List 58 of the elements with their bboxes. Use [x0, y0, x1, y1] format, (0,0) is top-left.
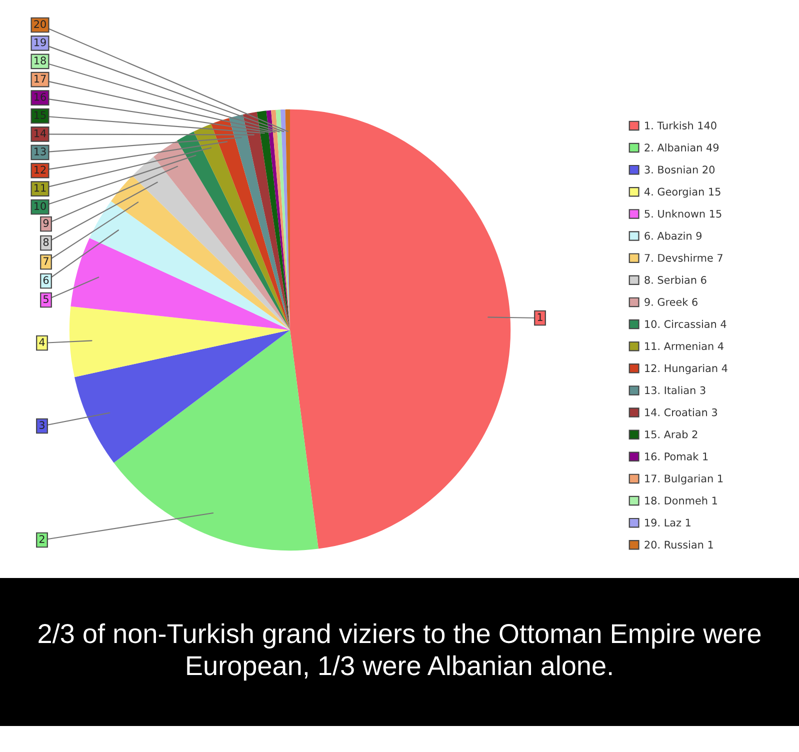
pie-slice	[110, 176, 290, 330]
pie-slice	[69, 306, 290, 378]
pie-slice	[114, 330, 318, 551]
text: 2	[39, 535, 44, 543]
legend-label: 19. Laz 1	[645, 518, 690, 527]
legend-label: 13. Italian 3	[645, 386, 706, 394]
text: 13	[34, 148, 46, 156]
text: 20	[34, 20, 46, 28]
legend-label: 7. Devshirme 7	[644, 254, 722, 262]
text: 15	[34, 111, 46, 120]
text: 11	[34, 184, 46, 192]
pie-slice	[74, 330, 290, 463]
legend-label: 20. Russian 1	[644, 540, 713, 549]
text: 9	[43, 219, 49, 228]
text: 19	[34, 38, 46, 46]
pie-slice	[70, 238, 290, 330]
pie-slice	[132, 156, 290, 330]
legend-label: 10. Circassian 4	[645, 320, 726, 328]
legend-label: 15. Arab 2	[645, 430, 698, 438]
text: 8	[43, 238, 49, 246]
pie-slice	[229, 114, 290, 330]
pie-slice	[271, 110, 290, 330]
legend-label: 1. Turkish 140	[645, 121, 716, 130]
legend-label: 11. Armenian 4	[645, 342, 724, 350]
legend-label: 2. Albanian 49	[644, 143, 719, 152]
legend-label: 9. Greek 6	[644, 298, 698, 306]
text: 7	[44, 257, 48, 265]
text: 18	[34, 56, 46, 64]
text: 3	[39, 421, 44, 430]
legend-label: 8. Serbian 6	[644, 276, 706, 284]
pie-slice	[211, 118, 290, 330]
text: 5	[43, 295, 48, 304]
legend-label: 14. Croatian 3	[645, 408, 717, 416]
legend-label: 4. Georgian 15	[644, 188, 720, 198]
pie-slice	[176, 132, 290, 330]
legend-label: 3. Bosnian 20	[644, 166, 715, 174]
text: 17	[34, 74, 46, 82]
pie-slice	[194, 124, 290, 330]
legend-label: 17. Bulgarian 1	[645, 474, 723, 484]
text: 1	[538, 313, 542, 321]
legend-label: 12. Hungarian 4	[645, 364, 728, 374]
pie-slice	[256, 110, 290, 330]
pie-slice	[266, 110, 290, 330]
legend-label: 5. Unknown 15	[644, 210, 722, 218]
pie-slice	[290, 109, 511, 549]
text: 14	[34, 129, 46, 138]
legend-label: 18. Donmeh 1	[645, 496, 717, 504]
text: 4	[39, 338, 45, 346]
legend-label: 16. Pomak 1	[645, 452, 708, 460]
legend-label: 6. Abazin 9	[644, 232, 702, 240]
pie-slice	[90, 201, 290, 330]
text: 12	[34, 166, 46, 174]
pie-slice	[154, 140, 290, 330]
text: 10	[34, 202, 46, 210]
text: 16	[34, 92, 46, 101]
text: 2/3 of non-Turkish grand viziers to the Ottoman Empire were European, 1/3 were Albanian alone.	[38, 623, 761, 681]
text: 6	[43, 276, 49, 284]
pie-slice	[242, 112, 290, 330]
